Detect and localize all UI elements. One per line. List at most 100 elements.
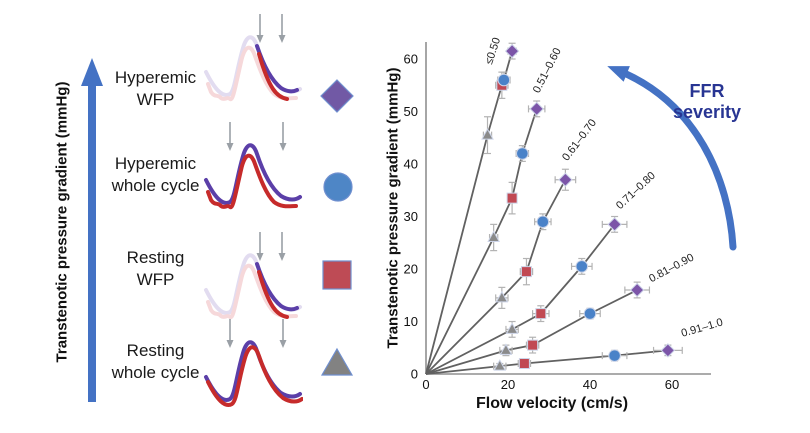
square-shape [322, 260, 352, 290]
chart-series: 0.81–0.90 [425, 252, 696, 375]
y-tick-label: 50 [404, 104, 418, 119]
wfp-distal-segment [257, 52, 289, 101]
data-point-circle [497, 73, 511, 87]
series-label: 0.91–1.0 [680, 316, 724, 339]
ffr-severity-arrow-icon [607, 66, 737, 251]
chart-series: ≤0.50 [425, 36, 520, 375]
triangle-marker-icon [320, 347, 354, 376]
series-line [425, 289, 638, 375]
flow-pressure-chart: 0 20 40 60 0 10 20 30 40 50 60 ≤0.50 0.51–0.60 0.61–0… [404, 36, 737, 392]
down-arrow-head-icon [278, 35, 286, 43]
legend-label-line: Hyperemic [114, 68, 197, 87]
circle-marker-icon [323, 172, 353, 202]
series-line [425, 179, 567, 375]
y-tick-label: 40 [404, 157, 418, 172]
down-arrow-head-icon [226, 340, 234, 348]
legend-label-line: Resting [126, 248, 185, 267]
data-point-triangle [505, 322, 519, 334]
data-point-triangle [493, 359, 507, 371]
series-line [425, 349, 668, 375]
faded-pressure-curve [204, 35, 302, 97]
waveform-resting-wfp-icon [204, 232, 302, 320]
chart-series: 0.71–0.80 [425, 170, 658, 375]
legend-label-line: Resting [126, 341, 185, 360]
legend-label-line: whole cycle [111, 176, 200, 195]
data-point-diamond [660, 343, 676, 358]
triangle-shape [320, 347, 354, 376]
data-point-square [535, 308, 547, 320]
diamond-shape [320, 79, 354, 113]
chart-series: 0.51–0.60 [425, 46, 564, 375]
data-point-circle [575, 260, 589, 273]
data-point-circle [608, 349, 621, 362]
series-label: 0.51–0.60 [531, 46, 564, 95]
data-point-triangle [499, 343, 513, 355]
down-arrow-head-icon [256, 35, 264, 43]
faded-pressure-curve [206, 263, 298, 320]
proximal-pressure-curve [204, 340, 302, 402]
down-arrow-head-icon [256, 253, 264, 261]
down-arrow-head-icon [279, 143, 287, 151]
faded-pressure-curve [206, 45, 298, 102]
pressure-gradient-up-arrow-icon [81, 58, 103, 402]
data-point-diamond [629, 282, 645, 298]
series-label: 0.71–0.80 [614, 170, 658, 212]
distal-pressure-curve [206, 345, 303, 407]
x-tick-label: 40 [583, 377, 597, 392]
waveform-hyperemic-wfp-icon [204, 14, 302, 102]
series-line [425, 50, 513, 375]
down-arrow-head-icon [279, 340, 287, 348]
data-point-square [518, 358, 530, 369]
series-label: ≤0.50 [483, 36, 503, 66]
data-point-triangle [481, 128, 494, 140]
data-point-square [520, 266, 532, 278]
legend-row-label-resting-wfp: Resting WFP [88, 247, 223, 291]
left-pressure-gradient-axis-label: Transtenotic pressure gradient (mmHg) [53, 81, 71, 363]
y-tick-label: 30 [404, 209, 418, 224]
legend-label-line: whole cycle [111, 363, 200, 382]
data-point-circle [516, 147, 529, 160]
legend-label-line: WFP [136, 270, 175, 289]
wfp-distal-segment [257, 270, 289, 319]
data-point-triangle [495, 290, 509, 303]
data-point-circle [583, 307, 597, 320]
data-point-square [527, 339, 539, 351]
y-tick-label: 0 [411, 367, 418, 382]
x-tick-label: 0 [422, 377, 429, 392]
legend-row-label-resting-whole-cycle: Resting whole cycle [88, 340, 223, 384]
y-tick-label: 20 [404, 262, 418, 277]
diamond-marker-icon [320, 79, 354, 113]
data-point-diamond [607, 217, 622, 232]
up-arrow-body [88, 86, 96, 402]
y-tick-label: 60 [404, 52, 418, 67]
legend-label-line: WFP [136, 90, 175, 109]
waveform-hyperemic-whole-cycle-icon [204, 122, 302, 210]
ffr-severity-line2: severity [672, 102, 742, 122]
chart-axes: 0 20 40 60 0 10 20 30 40 50 60 [404, 42, 711, 392]
distal-pressure-curve [206, 153, 298, 210]
x-tick-label: 20 [501, 377, 515, 392]
square-marker-icon [322, 260, 352, 290]
up-arrow-head-icon [81, 58, 103, 86]
ffr-severity-line1: FFR [689, 81, 725, 101]
data-point-diamond [529, 101, 544, 117]
chart-x-axis-label: Flow velocity (cm/s) [475, 395, 629, 412]
legend-row-label-hyperemic-wfp: Hyperemic WFP [88, 67, 223, 111]
circle-shape [323, 172, 353, 202]
waveform-resting-whole-cycle-icon [204, 319, 303, 407]
down-arrow-head-icon [278, 253, 286, 261]
down-arrow-head-icon [226, 143, 234, 151]
data-point-triangle [487, 230, 500, 242]
legend-label-line: Hyperemic [114, 154, 197, 173]
series-line [425, 223, 616, 375]
x-tick-label: 60 [665, 377, 679, 392]
faded-pressure-curve [204, 253, 302, 315]
data-point-diamond [558, 172, 573, 187]
data-point-square [506, 192, 518, 204]
y-tick-label: 10 [404, 314, 418, 329]
chart-series: 0.91–1.0 [425, 316, 724, 375]
series-label: 0.81–0.90 [647, 252, 696, 286]
legend-row-label-hyperemic-whole-cycle: Hyperemic whole cycle [88, 153, 223, 197]
series-label: 0.61–0.70 [560, 117, 599, 163]
